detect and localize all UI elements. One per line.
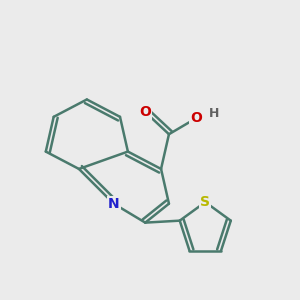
Text: O: O (190, 111, 202, 125)
Text: O: O (139, 105, 151, 119)
Text: N: N (108, 197, 119, 211)
Text: H: H (209, 107, 219, 120)
Text: S: S (200, 195, 210, 209)
